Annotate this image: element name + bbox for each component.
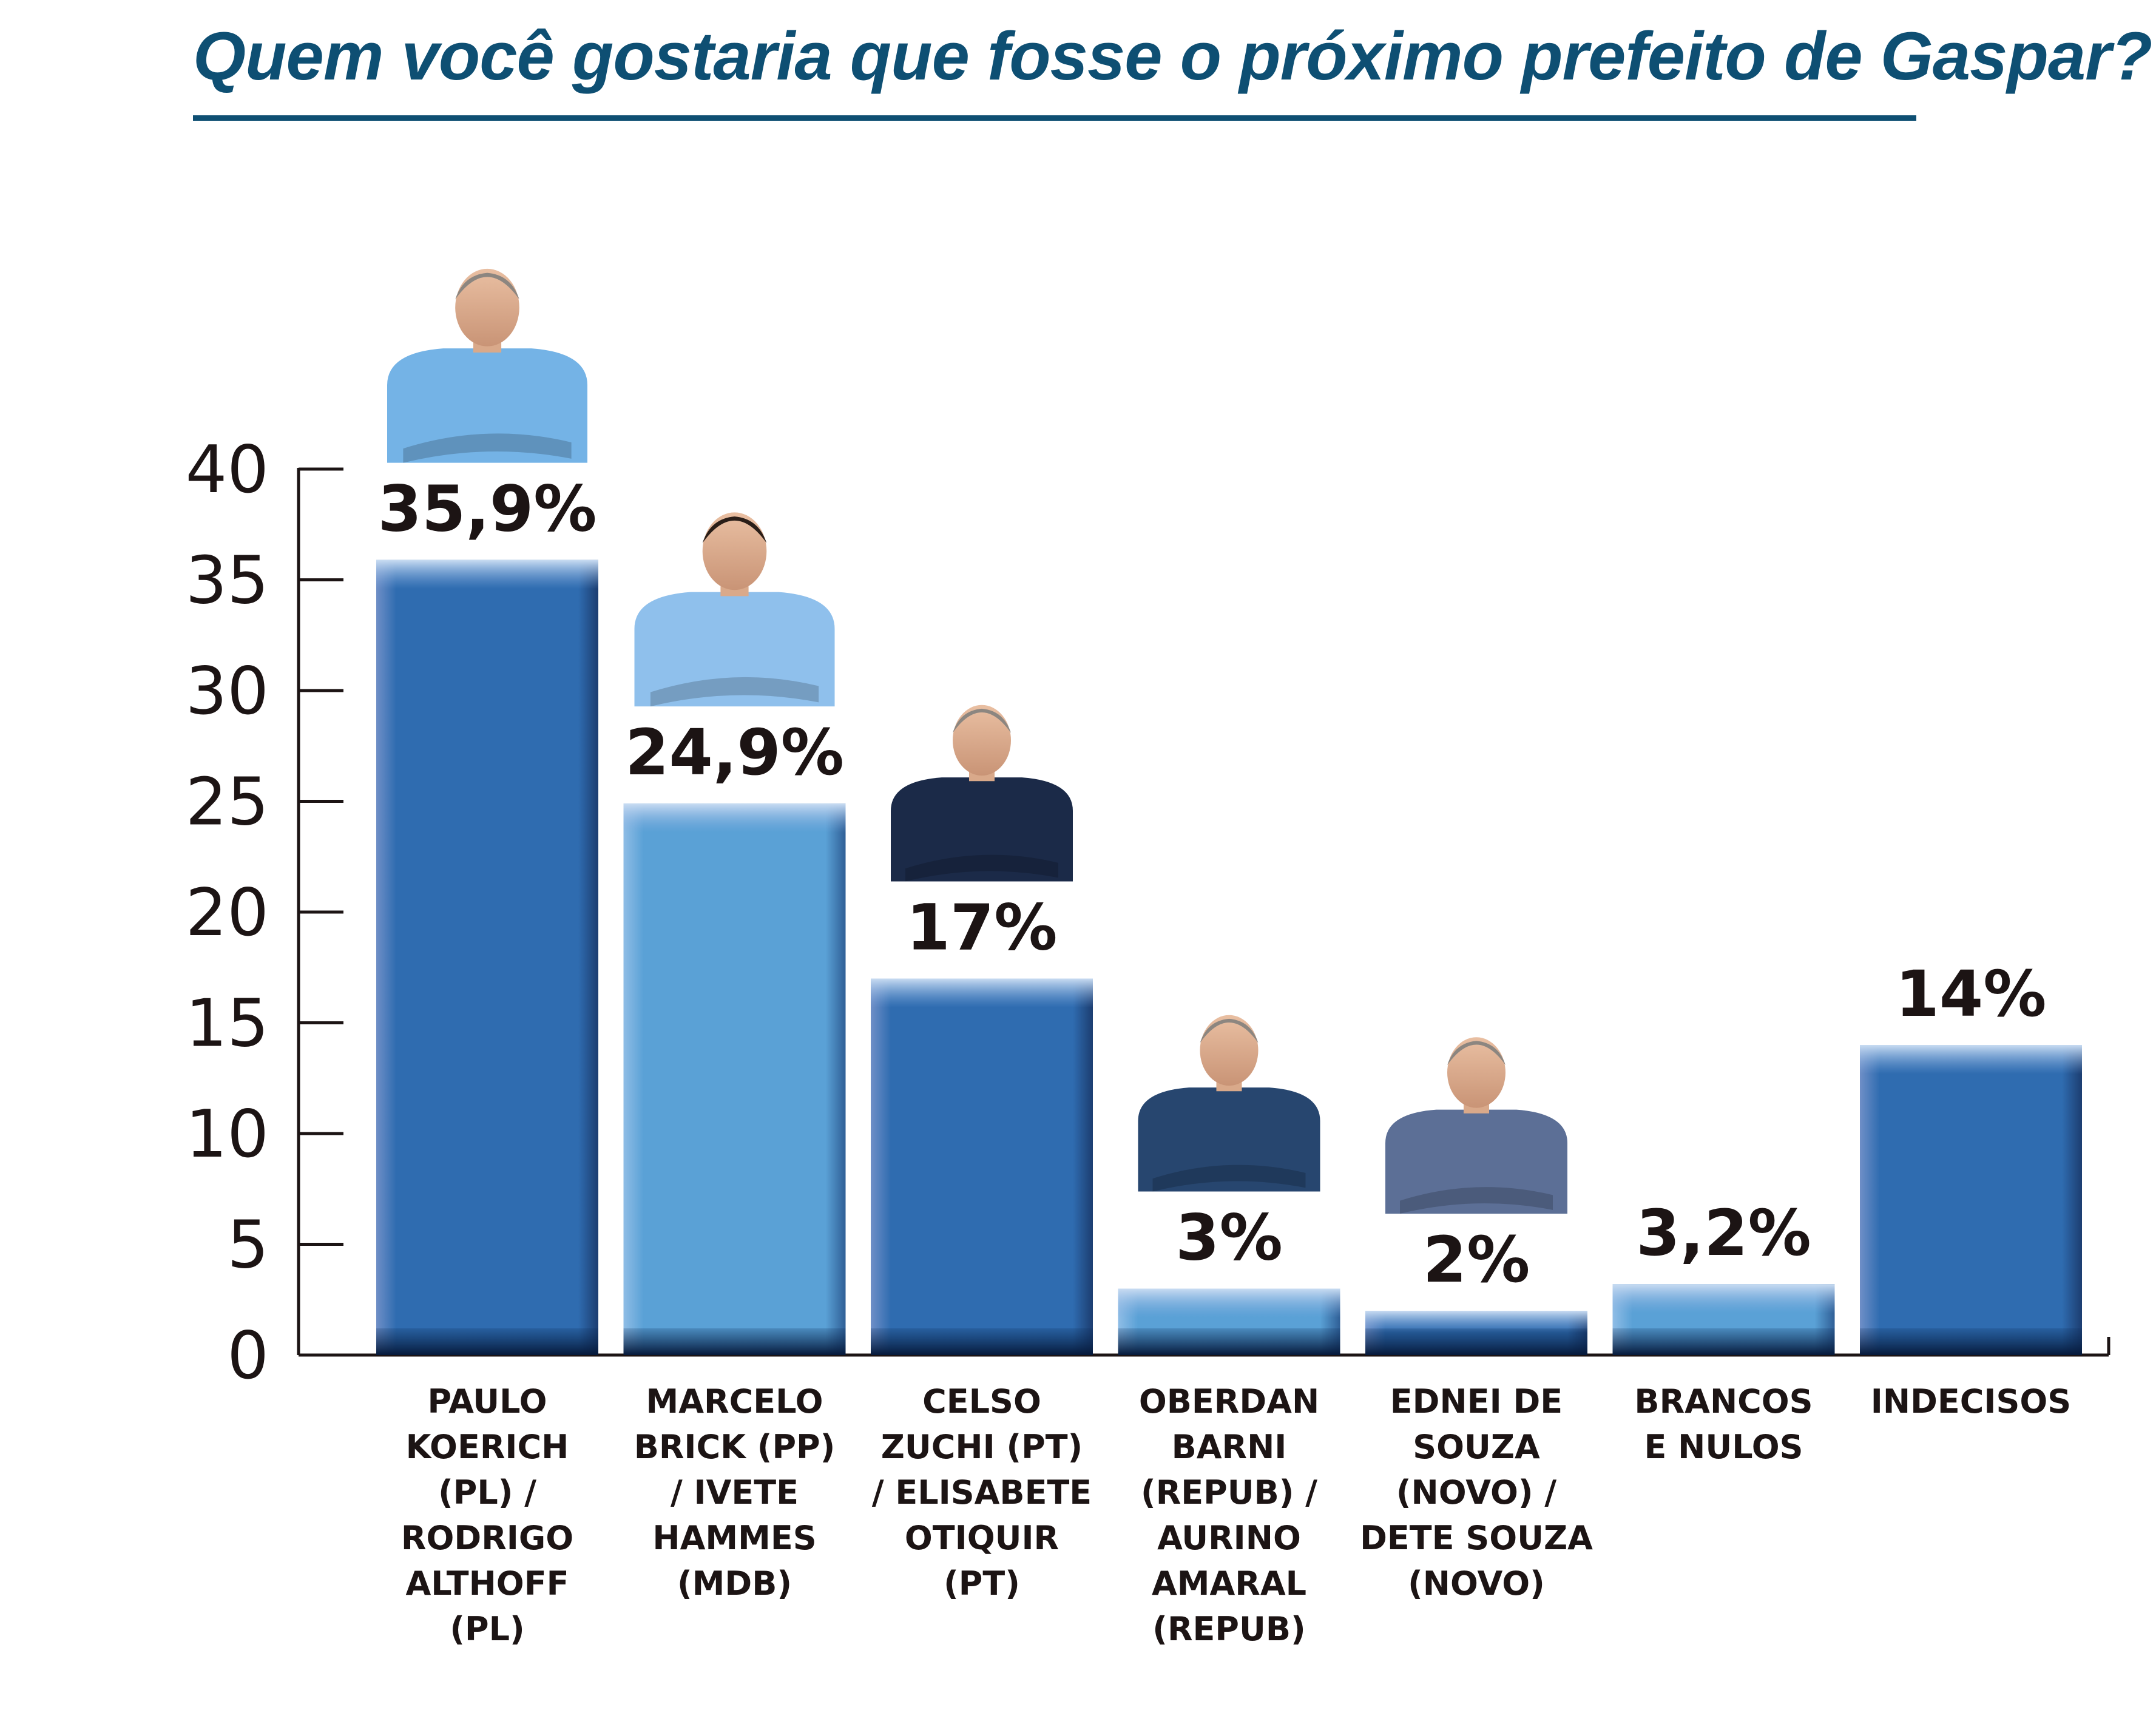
- category-label-line: RODRIGO: [401, 1519, 573, 1557]
- bar-base-shadow: [1365, 1328, 1587, 1355]
- category-label-line: (MDB): [677, 1564, 792, 1603]
- bar-value-label: 35,9%: [378, 472, 597, 546]
- bar: [376, 559, 598, 1355]
- portrait-hair: [455, 272, 519, 300]
- candidate-photo: [387, 268, 587, 463]
- portrait-arms: [905, 854, 1058, 882]
- portrait-arms: [650, 677, 819, 707]
- category-label: EDNEI DE SOUZA (NOVO) / DETE SOUZA (NOVO): [1360, 1382, 1593, 1603]
- title-underline: [193, 115, 1916, 121]
- y-tick-label: 40: [186, 432, 269, 508]
- category-label-line: CELSO: [922, 1382, 1041, 1421]
- candidate-photo: [634, 512, 835, 707]
- category-label-line: MARCELO: [646, 1382, 823, 1421]
- candidate-photo: [1138, 1015, 1320, 1192]
- category-label: OBERDAN BARNI (REPUB) / AURINO AMARAL (REPUB): [1139, 1382, 1319, 1648]
- category-label: MARCELO BRICK (PP) / IVETE HAMMES (MDB): [634, 1382, 836, 1603]
- portrait-torso: [387, 348, 587, 463]
- category-label-line: BRANCOS: [1634, 1382, 1813, 1421]
- y-tick-label: 35: [186, 543, 269, 619]
- category-label-line: E NULOS: [1644, 1428, 1803, 1466]
- portrait-head: [455, 268, 519, 346]
- category-label-line: / ELISABETE: [872, 1473, 1092, 1512]
- category-label-line: (REPUB): [1152, 1610, 1305, 1648]
- category-label-line: BARNI: [1172, 1428, 1287, 1466]
- bar-value-label: 24,9%: [625, 715, 844, 789]
- category-label-line: OTIQUIR: [905, 1519, 1059, 1557]
- category-label-line: BRICK (PP): [634, 1428, 836, 1466]
- portrait-head: [953, 705, 1011, 776]
- bar-value-label: 3%: [1175, 1201, 1283, 1275]
- bar-base-shadow: [1860, 1328, 2082, 1355]
- portrait-torso: [1385, 1109, 1567, 1214]
- portrait-hair: [953, 708, 1011, 733]
- bar: [1860, 1045, 2082, 1355]
- y-tick-label: 15: [186, 986, 269, 1062]
- category-label: CELSO ZUCHI (PT) / ELISABETE OTIQUIR (PT): [872, 1382, 1092, 1603]
- portrait-hair: [702, 516, 767, 543]
- category-label-line: HAMMES: [652, 1519, 816, 1557]
- category-label-line: PAULO: [428, 1382, 547, 1421]
- category-label-line: ZUCHI (PT): [881, 1428, 1083, 1466]
- category-label: INDECISOS: [1871, 1382, 2071, 1421]
- y-tick-label: 25: [186, 765, 269, 840]
- category-label-line: AMARAL: [1152, 1564, 1306, 1603]
- category-label-line: (NOVO): [1408, 1564, 1545, 1603]
- bar-base-shadow: [1612, 1328, 1835, 1355]
- category-label: PAULO KOERICH (PL) / RODRIGO ALTHOFF (PL): [401, 1382, 573, 1648]
- portrait-arms: [403, 433, 572, 463]
- bar: [623, 803, 846, 1355]
- portrait-arms: [1152, 1165, 1306, 1192]
- y-tick-label: 30: [186, 654, 269, 729]
- bar-highlight: [871, 978, 1093, 1008]
- category-label-line: EDNEI DE: [1390, 1382, 1563, 1421]
- bar-base-shadow: [623, 1328, 846, 1355]
- category-label-line: DETE SOUZA: [1360, 1519, 1593, 1557]
- category-label-line: (NOVO) /: [1396, 1473, 1557, 1512]
- portrait-head: [702, 512, 767, 590]
- y-tick-label: 0: [227, 1318, 269, 1394]
- bar-value-label: 3,2%: [1636, 1196, 1811, 1270]
- chart-title: Quem você gostaria que fosse o próximo p…: [193, 18, 2152, 94]
- bar-highlight: [376, 559, 598, 589]
- bar-highlight: [623, 803, 846, 833]
- bar: [871, 978, 1093, 1355]
- bar-highlight: [1860, 1045, 2082, 1074]
- portrait-hair: [1447, 1041, 1505, 1066]
- candidate-photo: [1385, 1037, 1567, 1214]
- category-label-line: INDECISOS: [1871, 1382, 2071, 1421]
- bar-base-shadow: [376, 1328, 598, 1355]
- bar-highlight: [1118, 1288, 1340, 1318]
- category-label-line: (PT): [944, 1564, 1020, 1603]
- category-label-line: ALTHOFF: [406, 1564, 569, 1603]
- bar-value-label: 2%: [1423, 1223, 1530, 1297]
- y-tick-label: 10: [186, 1097, 269, 1172]
- portrait-torso: [634, 592, 835, 707]
- portrait-hair: [1200, 1018, 1259, 1043]
- portrait-head: [1200, 1015, 1259, 1086]
- portrait-torso: [891, 777, 1073, 882]
- bar-base-shadow: [1118, 1328, 1340, 1355]
- category-label-line: KOERICH: [406, 1428, 569, 1466]
- category-label-line: SOUZA: [1413, 1428, 1540, 1466]
- portrait-head: [1447, 1037, 1505, 1108]
- bar-value-label: 14%: [1896, 957, 2047, 1031]
- bar-highlight: [1612, 1284, 1835, 1314]
- y-tick-label: 20: [186, 875, 269, 951]
- category-label-line: AURINO: [1157, 1519, 1301, 1557]
- category-label-line: (REPUB) /: [1141, 1473, 1317, 1512]
- category-label: BRANCOS E NULOS: [1634, 1382, 1813, 1466]
- candidate-photo: [891, 705, 1073, 882]
- category-label-line: OBERDAN: [1139, 1382, 1319, 1421]
- portrait-arms: [1400, 1187, 1553, 1214]
- category-label-line: / IVETE: [671, 1473, 799, 1512]
- y-tick-label: 5: [227, 1208, 269, 1283]
- portrait-torso: [1138, 1087, 1320, 1192]
- category-label-line: (PL) /: [438, 1473, 536, 1512]
- bar-base-shadow: [871, 1328, 1093, 1355]
- category-label-line: (PL): [450, 1610, 524, 1648]
- bar-value-label: 17%: [907, 891, 1058, 965]
